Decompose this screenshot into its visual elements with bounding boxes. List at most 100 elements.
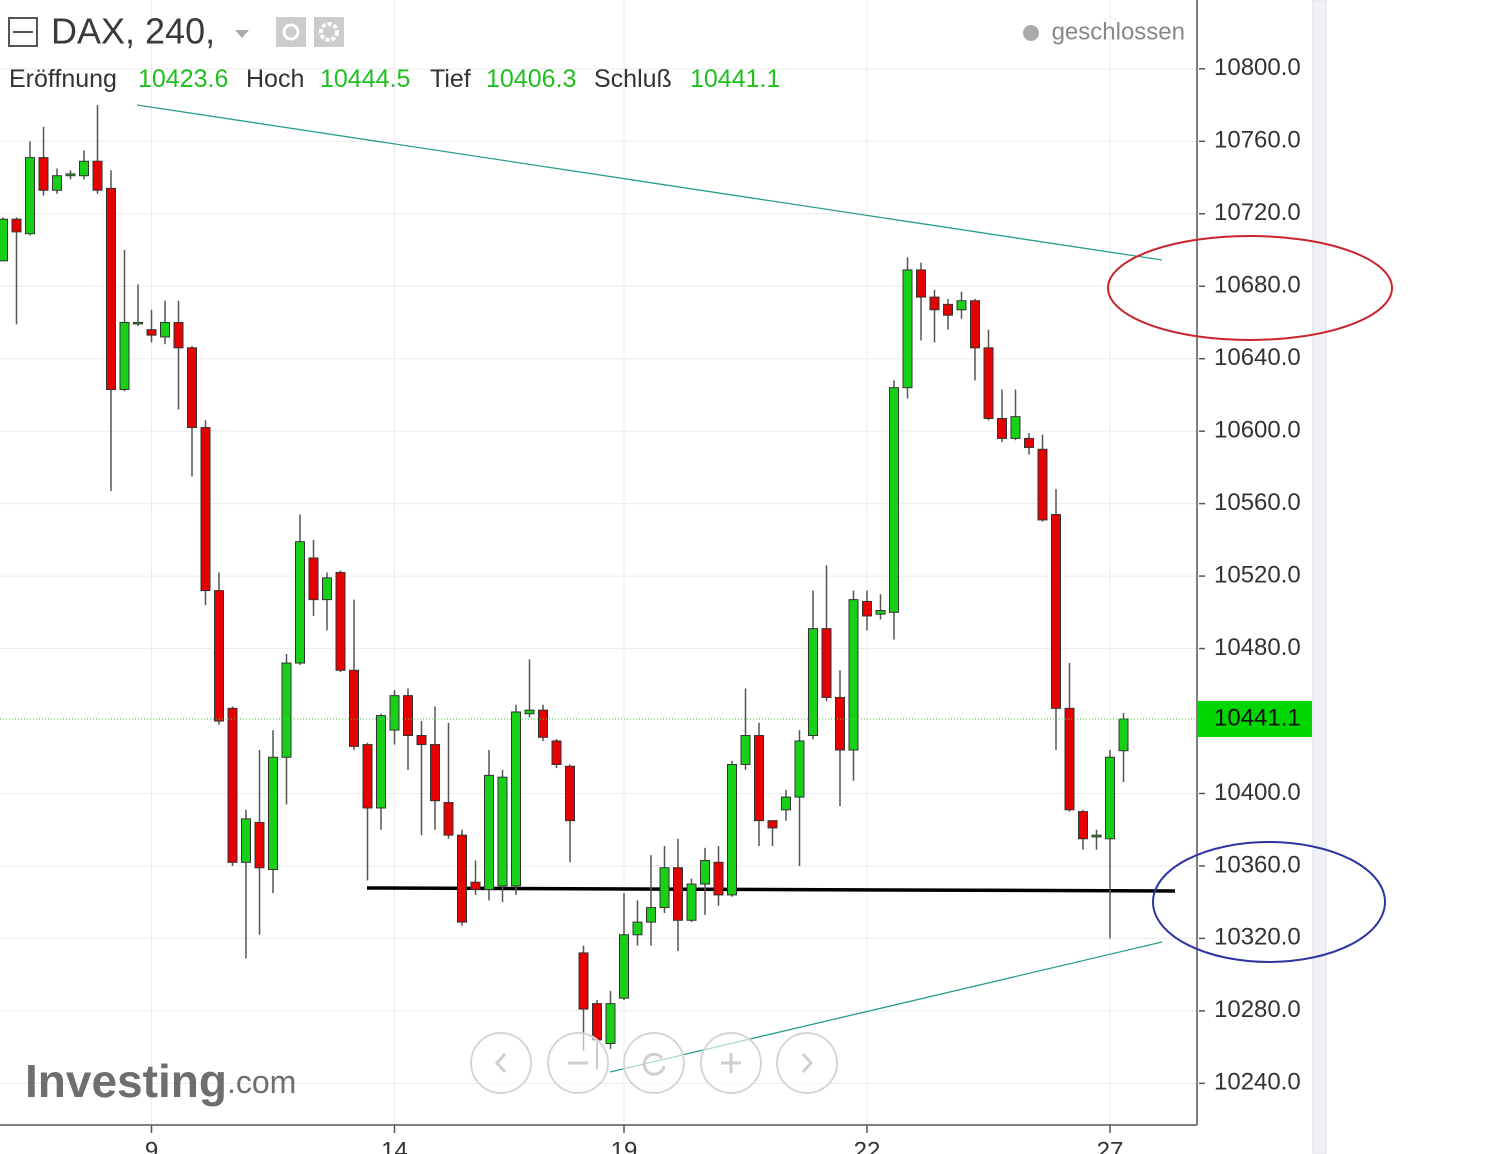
candle-body	[983, 347, 994, 419]
nav-icons	[494, 1052, 814, 1076]
trend-line	[609, 941, 1163, 1073]
candle-body	[1010, 416, 1021, 439]
candle-body	[578, 952, 589, 1010]
scroll-right-button[interactable]	[776, 1032, 838, 1094]
candle-body	[11, 218, 22, 233]
ohlc-label: Schluß	[594, 65, 672, 93]
candle-body	[1078, 811, 1088, 840]
y-tick-label: 10360.0	[1214, 851, 1301, 878]
candle-body	[389, 695, 400, 731]
candle-body	[1105, 756, 1115, 840]
candle-body	[52, 175, 62, 191]
candle-body	[632, 921, 643, 936]
candle-body	[997, 417, 1007, 439]
candle-body	[875, 610, 886, 615]
candle-body	[916, 269, 926, 298]
status-dot	[1023, 25, 1039, 41]
candle-body	[740, 735, 751, 765]
candle-body	[902, 269, 913, 389]
y-tick-label: 10480.0	[1214, 634, 1301, 661]
candle-body	[92, 160, 103, 191]
candle-body	[619, 934, 629, 999]
candle-body	[565, 765, 575, 822]
candle-body	[173, 321, 184, 349]
candle-body	[551, 740, 562, 765]
candle-body	[443, 802, 454, 836]
candle-body	[200, 427, 211, 592]
ohlc-value: 10423.6	[138, 65, 228, 93]
candle-body	[308, 557, 319, 601]
candle-body	[956, 300, 967, 311]
candle-body	[1064, 707, 1075, 811]
candle-body	[106, 187, 116, 390]
candle-body	[295, 541, 305, 664]
candle-body	[457, 834, 467, 923]
candle-body	[376, 715, 386, 809]
candle-body	[25, 157, 35, 235]
candle-body	[970, 300, 980, 349]
candle-body	[416, 735, 427, 746]
plus-icon	[721, 1053, 741, 1073]
y-tick-label: 10240.0	[1214, 1069, 1301, 1096]
ohlc-legend: Eröffnung 10423.6 Hoch 10444.5 Tief 1040…	[9, 65, 780, 93]
eye-icon-pupil	[282, 23, 300, 41]
dropdown-icon[interactable]	[235, 30, 249, 38]
market-status: geschlossen	[1052, 18, 1185, 45]
reset-icon	[642, 1052, 666, 1076]
y-tick-label: 10320.0	[1214, 924, 1301, 951]
candle-body	[700, 860, 710, 885]
candle-body	[727, 763, 737, 896]
support-line	[366, 886, 1176, 893]
candle-body	[0, 218, 8, 262]
candle-body	[241, 818, 251, 863]
ohlc-label: Eröffnung	[9, 65, 117, 93]
arrow-right-icon	[801, 1053, 814, 1073]
candle-body	[889, 387, 899, 613]
candle-body	[38, 157, 49, 191]
settings-icon[interactable]	[314, 17, 344, 47]
y-tick-label: 10800.0	[1214, 54, 1301, 81]
ohlc-value: 10441.1	[690, 65, 780, 93]
y-tick-label: 10400.0	[1214, 779, 1301, 806]
ohlc-value: 10444.5	[320, 65, 410, 93]
x-tick-label: 9	[145, 1137, 158, 1154]
candle-body	[484, 774, 494, 890]
candle-body	[214, 590, 224, 722]
candle-body	[821, 628, 832, 698]
candle-body	[79, 160, 89, 177]
collapse-icon[interactable]	[8, 17, 38, 47]
eye-icon[interactable]	[276, 17, 306, 47]
candle-body	[281, 662, 292, 758]
x-tick-label: 27	[1097, 1137, 1124, 1154]
y-tick-label: 10520.0	[1214, 561, 1301, 588]
scroll-left-button[interactable]	[470, 1032, 532, 1094]
candle-body	[335, 571, 346, 671]
trend-line	[136, 104, 1163, 261]
candle-body	[605, 1003, 616, 1044]
candle-body	[794, 740, 805, 798]
candle-body	[268, 756, 278, 871]
highlight-ellipse	[1107, 235, 1393, 341]
watermark: Investing.com	[25, 1055, 296, 1107]
candle-body	[538, 709, 548, 738]
candle-body	[497, 776, 508, 887]
candle-body	[713, 861, 724, 896]
y-tick-label: 10720.0	[1214, 199, 1301, 226]
reset-button[interactable]	[623, 1032, 685, 1094]
candle-body	[322, 577, 332, 601]
highlight-ellipse	[1152, 841, 1386, 963]
candle-body	[511, 711, 521, 887]
candle-body	[943, 303, 953, 316]
candle-body	[254, 821, 265, 869]
chart-title: DAX, 240,	[51, 11, 215, 52]
candle-body	[686, 883, 697, 921]
scrollbar[interactable]	[1312, 0, 1327, 1154]
ohlc-label: Hoch	[246, 65, 304, 93]
candle-body	[119, 321, 130, 390]
arrow-left-icon	[494, 1053, 507, 1073]
candle-body	[1118, 718, 1129, 752]
y-tick-label: 10680.0	[1214, 272, 1301, 299]
candle-body	[160, 321, 170, 338]
candle-body	[403, 695, 413, 737]
